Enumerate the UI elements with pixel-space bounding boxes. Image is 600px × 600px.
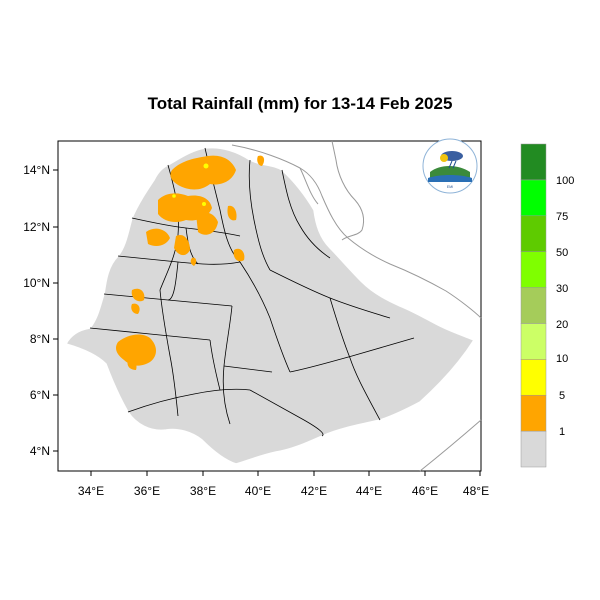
- y-tick-label: 12°N: [23, 220, 50, 234]
- y-tick-label: 10°N: [23, 276, 50, 290]
- legend-swatch: [520, 323, 547, 360]
- rainfall-1-5mm-patches: [116, 155, 265, 370]
- map-title: Total Rainfall (mm) for 13-14 Feb 2025: [147, 94, 453, 113]
- legend-label: 10: [556, 353, 568, 365]
- legend-label: 1: [559, 426, 565, 438]
- legend-label: 75: [556, 211, 568, 223]
- legend-swatch: [520, 143, 547, 181]
- x-tick-label: 46°E: [412, 484, 438, 498]
- neighbor-borders: [231, 140, 482, 472]
- legend-swatch: [520, 179, 547, 217]
- legend-label: 20: [556, 319, 568, 331]
- y-tick-label: 6°N: [30, 388, 50, 402]
- meteorology-logo: EMI: [422, 138, 478, 194]
- legend-label: 100: [556, 175, 574, 187]
- x-tick-label: 40°E: [245, 484, 271, 498]
- color-legend: [520, 143, 547, 468]
- svg-text:EMI: EMI: [447, 185, 453, 189]
- legend-swatch: [520, 215, 547, 252]
- y-tick-label: 14°N: [23, 163, 50, 177]
- y-axis-labels: 14°N 12°N 10°N 8°N 6°N 4°N: [23, 163, 50, 458]
- legend-labels: 100 75 50 30 20 10 5 1: [556, 175, 574, 438]
- legend-swatch: [520, 287, 547, 324]
- legend-swatch: [520, 359, 547, 396]
- x-tick-label: 38°E: [190, 484, 216, 498]
- legend-swatch: [520, 251, 547, 288]
- legend-swatch: [520, 394, 547, 432]
- x-tick-label: 48°E: [463, 484, 489, 498]
- ethiopia-land: [64, 146, 476, 465]
- legend-label: 5: [559, 390, 565, 402]
- y-tick-label: 8°N: [30, 332, 50, 346]
- rainfall-5-10mm-patches: [172, 163, 209, 206]
- axis-ticks: [53, 169, 481, 476]
- legend-swatch: [520, 430, 547, 468]
- y-tick-label: 4°N: [30, 444, 50, 458]
- x-tick-label: 36°E: [134, 484, 160, 498]
- legend-label: 30: [556, 283, 568, 295]
- x-tick-label: 34°E: [78, 484, 104, 498]
- x-tick-label: 42°E: [301, 484, 327, 498]
- x-axis-labels: 34°E 36°E 38°E 40°E 42°E 44°E 46°E 48°E: [78, 484, 489, 498]
- legend-label: 50: [556, 247, 568, 259]
- x-tick-label: 44°E: [356, 484, 382, 498]
